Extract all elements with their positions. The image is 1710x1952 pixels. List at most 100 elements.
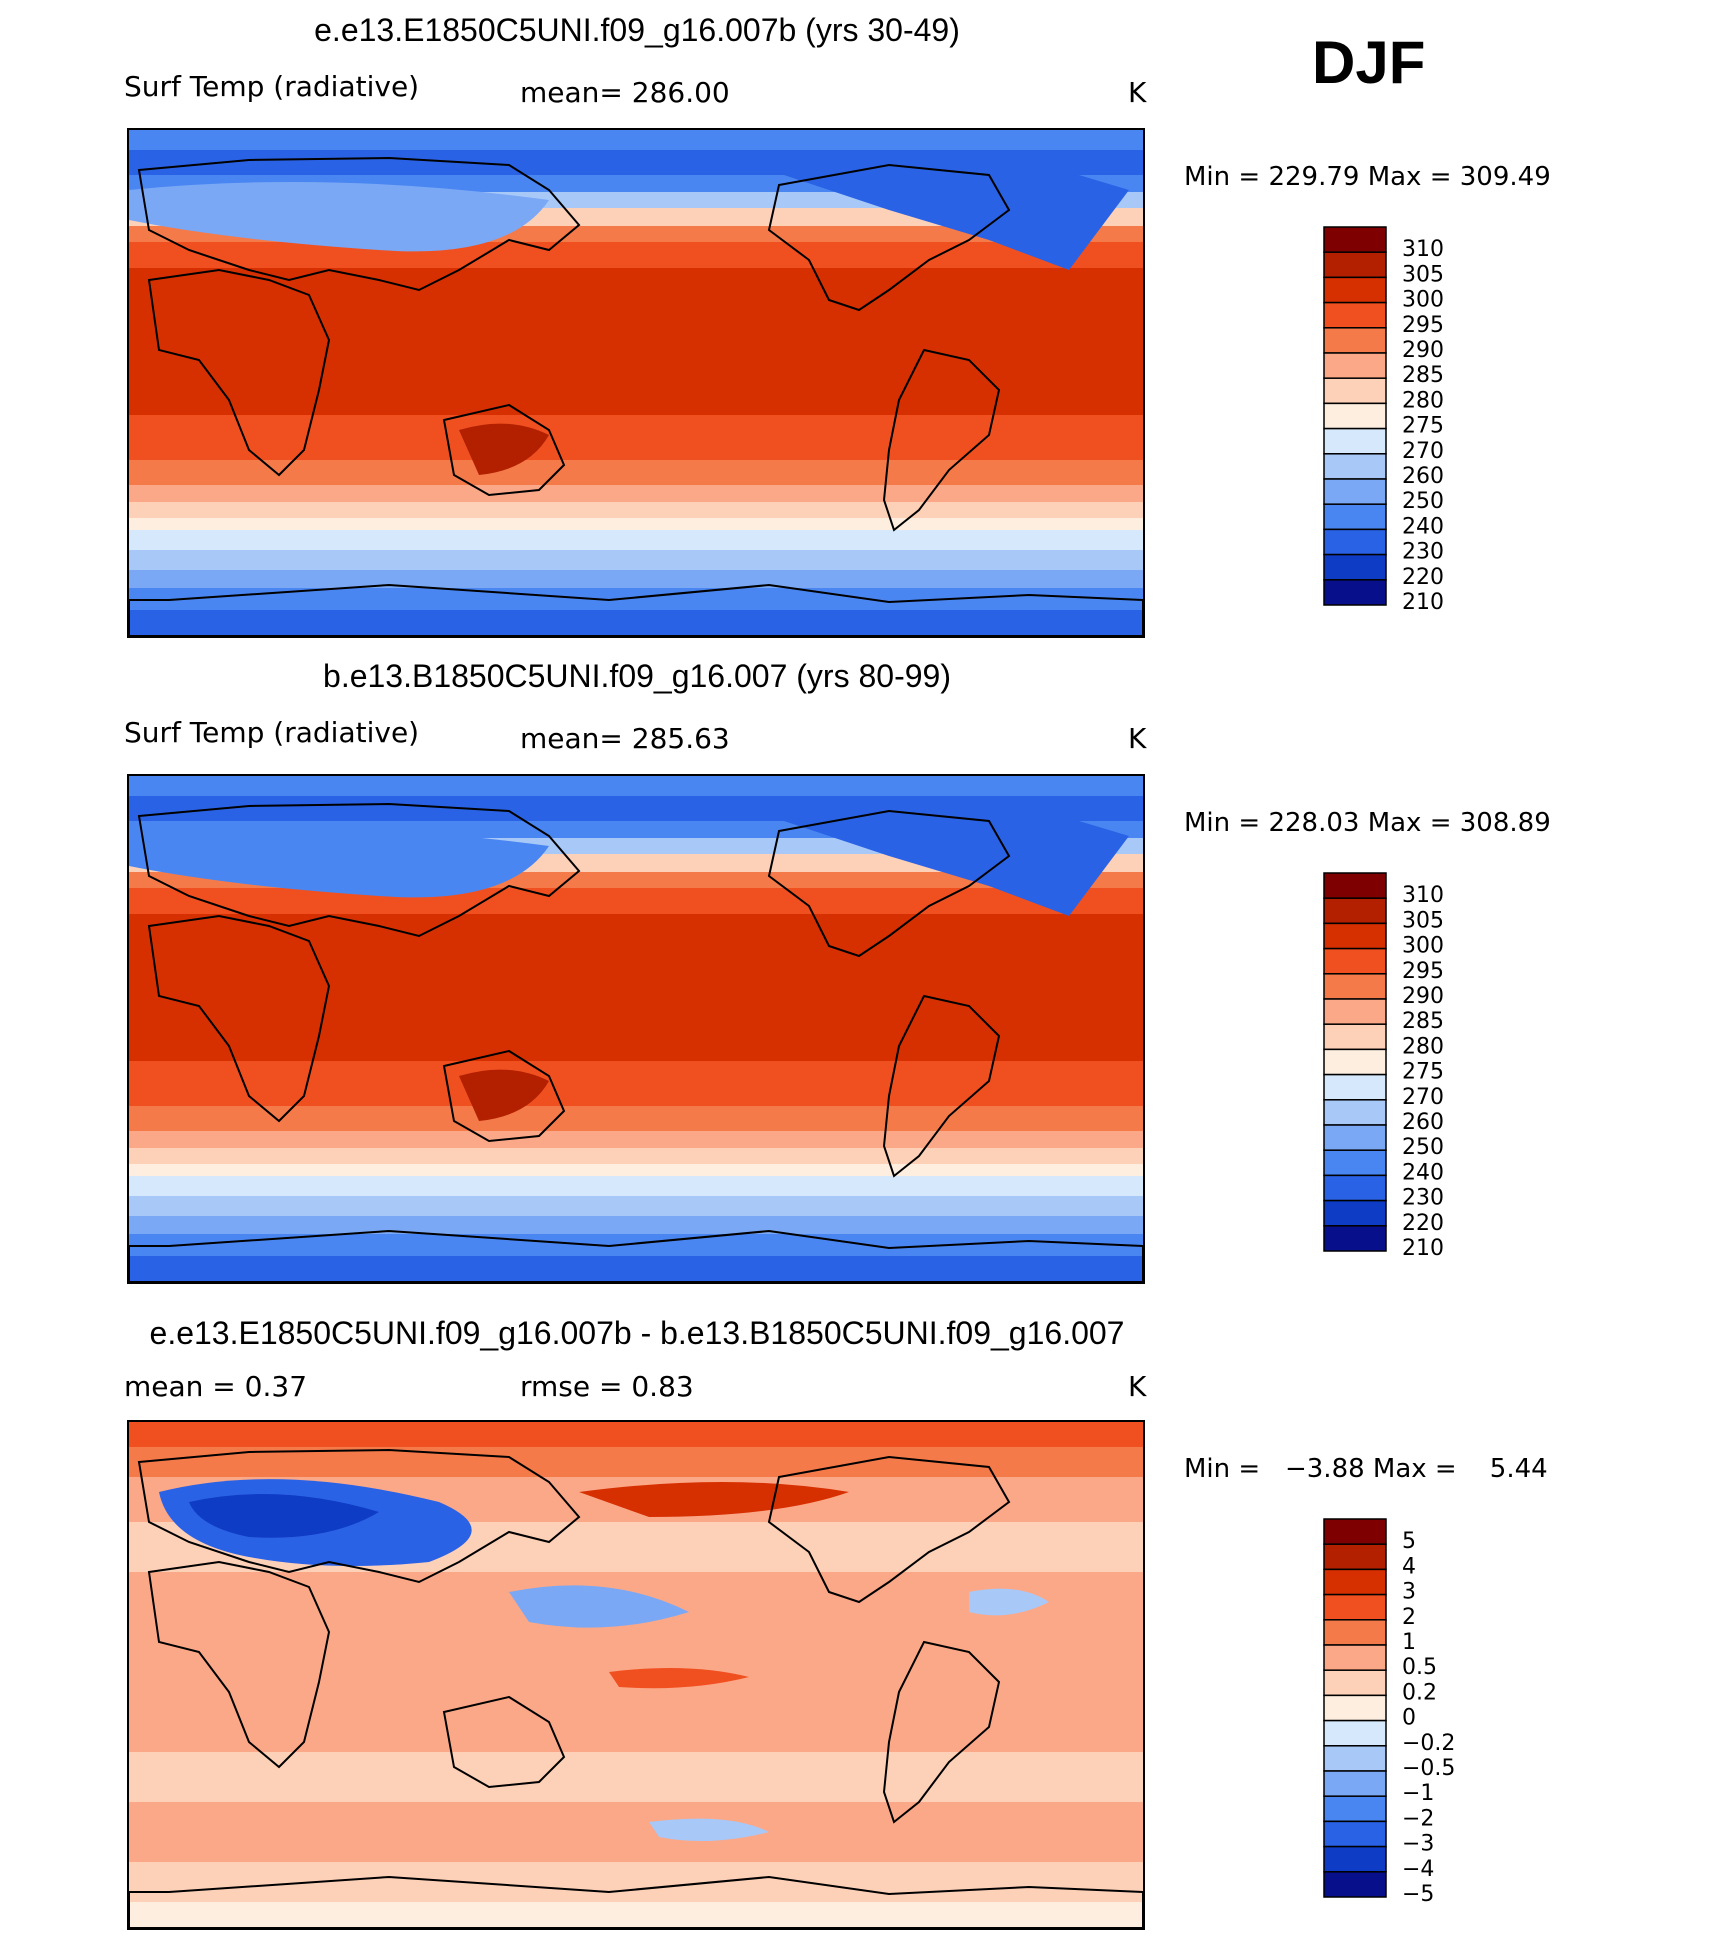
panel-2-units-label: K: [1128, 722, 1147, 755]
map-band: [129, 1164, 1143, 1176]
panel-3-title: e.e13.E1850C5UNI.f09_g16.007b - b.e13.B1…: [149, 1315, 1125, 1351]
colorbar-tick-label: −2: [1402, 1806, 1434, 1831]
colorbar-tick-label: 305: [1402, 262, 1444, 287]
colorbar-tick-label: 285: [1402, 363, 1444, 388]
colorbar-tick-label: 3: [1402, 1580, 1416, 1605]
panel-3-rmse-label: rmse = 0.83: [520, 1370, 694, 1403]
colorbar-tick-label: −0.5: [1402, 1756, 1455, 1781]
panel-2-minmax: Min = 228.03 Max = 308.89: [1184, 808, 1551, 838]
colorbar-tick-label: 275: [1402, 414, 1444, 439]
coastline: [767, 1455, 1011, 1604]
map-band: [129, 610, 1143, 636]
colorbar-swatch: [1323, 1719, 1387, 1747]
map-band: [129, 1752, 1143, 1802]
coastline: [882, 348, 1001, 532]
coastline: [137, 1448, 581, 1584]
colorbar-swatch: [1323, 1149, 1387, 1177]
season-label: DJF: [1312, 29, 1426, 96]
colorbar-swatch: [1323, 1694, 1387, 1722]
colorbar-swatch: [1323, 1669, 1387, 1697]
map-band: [129, 570, 1143, 588]
map-band: [129, 1176, 1143, 1196]
colorbar-tick-label: 290: [1402, 338, 1444, 363]
coastline: [129, 1229, 1143, 1282]
map-band: [129, 1862, 1143, 1902]
map-band: [129, 242, 1143, 268]
coastline: [882, 994, 1001, 1178]
colorbar-tick-label: 230: [1402, 540, 1444, 565]
panel-2-colorbar-svg: 3103053002952902852802752702602502402302…: [1323, 872, 1444, 1261]
map-band: [129, 1061, 1143, 1106]
colorbar-tick-label: 270: [1402, 1085, 1444, 1110]
map-band: [129, 460, 1143, 485]
panel-3-minmax: Min = −3.88 Max = 5.44: [1184, 1454, 1548, 1484]
coastline: [147, 914, 331, 1123]
cold-region: [129, 182, 549, 252]
coastline: [442, 1695, 566, 1789]
colorbar-swatch: [1323, 1023, 1387, 1051]
colorbar-swatch: [1323, 478, 1387, 505]
colorbar-tick-label: 310: [1402, 883, 1444, 908]
colorbar-swatch: [1323, 1225, 1387, 1252]
colorbar-swatch: [1323, 1820, 1387, 1848]
colorbar-swatch: [1323, 301, 1387, 329]
colorbar-tick-label: 240: [1402, 1160, 1444, 1185]
map-band: [129, 1196, 1143, 1216]
panel-1-units-label: K: [1128, 76, 1147, 109]
coastline: [129, 583, 1143, 636]
colorbar-tick-label: 300: [1402, 934, 1444, 959]
panel-2-colorbar: 310 305 300 295 290 285 280 275 270 260 250 240 230 2…: [1323, 872, 1444, 1275]
map-band: [129, 1256, 1143, 1282]
panel-1-colorbar-svg: 3103053002952902852802752702602502402302…: [1323, 226, 1444, 615]
colorbar-swatch: [1323, 327, 1387, 354]
map-band: [129, 415, 1143, 460]
cold-region: [769, 806, 1129, 916]
coastline: [129, 1875, 1143, 1928]
map-band: [129, 1131, 1143, 1148]
coastline: [137, 156, 581, 292]
colorbar-swatch: [1323, 1644, 1387, 1671]
colorbar-tick-label: −5: [1402, 1882, 1434, 1907]
colorbar-tick-label: 230: [1402, 1186, 1444, 1211]
colorbar-tick-label: 270: [1402, 439, 1444, 464]
panel-2-variable-label: Surf Temp (radiative): [124, 716, 420, 749]
colorbar-swatch: [1323, 1543, 1387, 1571]
panel-1-map-svg: [129, 130, 1143, 636]
map-band: [129, 268, 1143, 415]
colorbar-swatch: [1323, 1568, 1387, 1596]
colorbar-tick-label: 0.5: [1402, 1655, 1437, 1680]
colorbar-tick-label: 210: [1402, 1236, 1444, 1261]
colorbar-tick-label: 220: [1402, 1211, 1444, 1236]
map-band: [129, 485, 1143, 502]
colorbar-tick-label: 250: [1402, 1135, 1444, 1160]
colorbar-swatch: [1323, 453, 1387, 480]
colorbar-swatch: [1323, 503, 1387, 531]
map-band: [129, 1422, 1143, 1447]
panel-2-map: [127, 774, 1145, 1284]
warm-region: [459, 1069, 549, 1121]
coastline: [442, 403, 566, 497]
colorbar-swatch: [1323, 1073, 1387, 1101]
map-band: [129, 914, 1143, 1061]
map-band: [129, 1148, 1143, 1164]
map-band: [129, 1106, 1143, 1131]
colorbar-swatch: [1323, 1871, 1387, 1898]
colorbar-tick-label: −1: [1402, 1781, 1434, 1806]
coastline: [147, 1560, 331, 1769]
colorbar-swatch: [1323, 872, 1387, 899]
anomaly-patch: [579, 1482, 849, 1517]
panel-2-title: b.e13.B1850C5UNI.f09_g16.007 (yrs 80-99): [323, 658, 951, 694]
colorbar-swatch: [1323, 1099, 1387, 1126]
colorbar-swatch: [1323, 553, 1387, 581]
colorbar-swatch: [1323, 1795, 1387, 1823]
panel-1-title: e.e13.E1850C5UNI.f09_g16.007b (yrs 30-49…: [314, 12, 960, 48]
colorbar-swatch: [1323, 427, 1387, 455]
colorbar-swatch: [1323, 947, 1387, 975]
colorbar-swatch: [1323, 1124, 1387, 1151]
colorbar-swatch: [1323, 897, 1387, 925]
anomaly-patch: [969, 1588, 1049, 1616]
colorbar-tick-label: −4: [1402, 1857, 1434, 1882]
coastline: [137, 802, 581, 938]
colorbar-tick-label: 280: [1402, 1034, 1444, 1059]
